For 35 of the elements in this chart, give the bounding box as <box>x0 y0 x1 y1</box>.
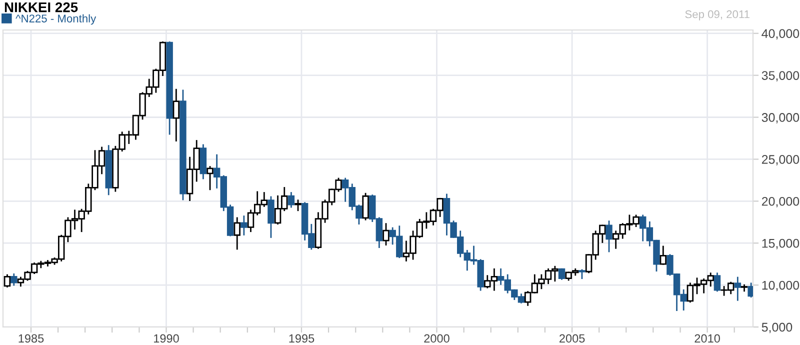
candlestick <box>10 273 18 286</box>
candlestick <box>4 274 11 288</box>
y-tick-label: 15,000 <box>762 238 800 250</box>
x-tick-label: 2010 <box>694 334 720 343</box>
candlestick <box>206 166 214 190</box>
y-tick-label: 35,000 <box>762 71 800 82</box>
candlestick <box>382 223 390 246</box>
x-tick-label: 1990 <box>154 334 179 343</box>
candlestick <box>606 220 612 252</box>
candlestick <box>362 192 369 220</box>
y-tick-label: 5,000 <box>762 322 792 334</box>
text: Sep 09, 2011 <box>685 10 750 20</box>
candlestick <box>234 217 240 250</box>
y-tick-label: 30,000 <box>762 113 800 124</box>
x-tick-label: 1985 <box>18 334 44 343</box>
x-tick-label: 2005 <box>560 334 585 343</box>
chart-title: NIKKEI 225 <box>4 2 78 12</box>
y-tick-label: 20,000 <box>762 196 800 208</box>
legend-label: ^N225 - Monthly <box>16 14 96 25</box>
y-tick-label: 25,000 <box>762 155 800 166</box>
candlestick <box>558 268 566 280</box>
y-tick-label: 40,000 <box>762 29 800 40</box>
x-tick-label: 2000 <box>424 334 450 343</box>
candlestick <box>294 200 302 212</box>
candlestick <box>172 88 180 142</box>
candlestick <box>288 192 295 208</box>
candlestick <box>740 284 748 292</box>
candlestick <box>660 246 667 265</box>
candlestick <box>240 216 248 236</box>
candlestick <box>734 276 742 301</box>
candlestick <box>748 282 753 298</box>
x-tick-label: 1995 <box>289 334 314 343</box>
candlestick <box>714 272 721 292</box>
y-tick-label: 10,000 <box>762 280 800 292</box>
candlestick <box>268 196 274 238</box>
